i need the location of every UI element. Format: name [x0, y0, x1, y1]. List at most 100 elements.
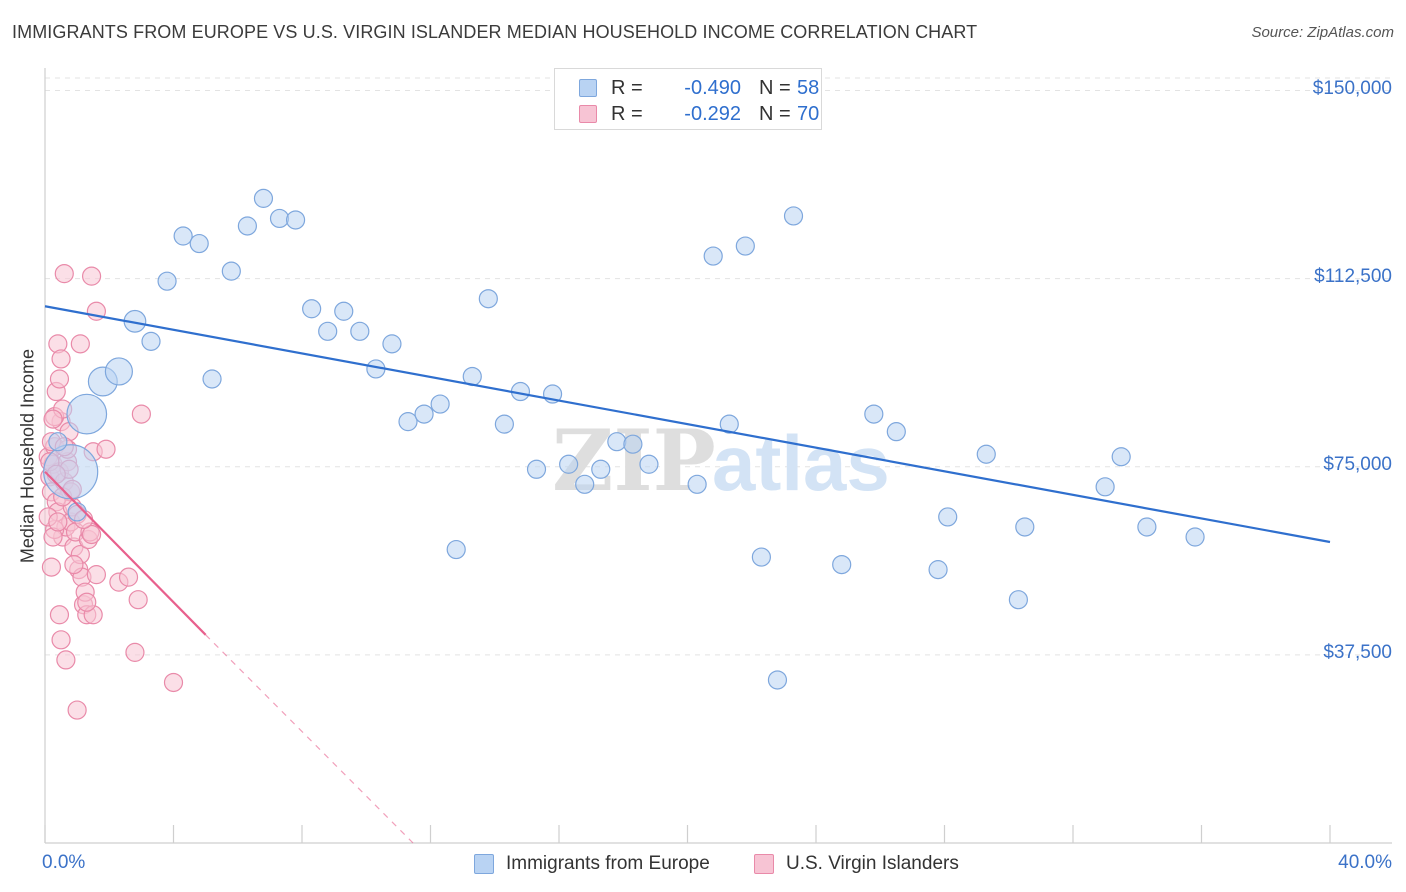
data-point-europe: [237, 216, 257, 236]
data-point-virgin-islanders: [51, 630, 71, 650]
data-point-virgin-islanders: [70, 334, 90, 354]
data-point-europe: [302, 299, 322, 319]
data-point-europe: [1185, 527, 1205, 547]
data-point-europe: [575, 474, 595, 494]
data-point-europe: [623, 434, 643, 454]
n-label: N =: [759, 77, 791, 99]
data-point-europe: [350, 321, 370, 341]
data-point-virgin-islanders: [49, 605, 70, 625]
data-point-virgin-islanders: [51, 349, 71, 369]
data-point-virgin-islanders: [56, 650, 76, 670]
y-axis-label: Median Household Income: [17, 348, 38, 564]
x-tick-label-min: 0.0%: [42, 852, 86, 873]
data-point-europe: [591, 459, 611, 479]
data-point-virgin-islanders: [77, 592, 97, 612]
data-point-virgin-islanders: [131, 404, 151, 424]
watermark-atlas: atlas: [712, 419, 890, 507]
data-point-virgin-islanders: [128, 590, 148, 610]
data-point-europe: [864, 404, 884, 424]
trend-line-europe: [44, 305, 1331, 544]
x-tick-label-max: 40.0%: [1338, 852, 1392, 873]
data-point-europe: [398, 412, 418, 432]
r-value: -0.292: [684, 103, 741, 125]
data-point-europe: [938, 507, 958, 527]
r-label: R =: [611, 103, 643, 125]
y-tick-label: $37,500: [1323, 641, 1392, 663]
data-point-europe: [526, 459, 547, 479]
data-point-europe: [446, 539, 466, 560]
trend-extension-virgin-islanders: [205, 634, 414, 844]
data-point-europe: [382, 334, 402, 354]
data-point-europe: [832, 554, 852, 575]
data-point-europe: [1111, 447, 1131, 467]
gridlines: [45, 77, 1392, 656]
legend-swatch-europe: [474, 854, 494, 874]
series-legend: Immigrants from Europe U.S. Virgin Islan…: [0, 852, 1406, 878]
data-point-europe: [719, 414, 739, 434]
data-point-virgin-islanders: [81, 524, 102, 545]
data-point-virgin-islanders: [125, 642, 145, 662]
data-point-virgin-islanders: [49, 369, 70, 389]
data-point-virgin-islanders: [163, 672, 184, 693]
data-point-virgin-islanders: [81, 266, 102, 286]
data-point-europe: [318, 321, 338, 341]
data-point-europe: [735, 236, 755, 256]
data-point-europe: [783, 206, 804, 226]
data-point-europe: [494, 414, 514, 434]
legend-label-virgin-islanders: U.S. Virgin Islanders: [786, 853, 959, 874]
data-point-europe: [253, 188, 274, 208]
legend-swatch-europe: [579, 79, 597, 97]
chart-title: IMMIGRANTS FROM EUROPE VS U.S. VIRGIN IS…: [12, 22, 978, 42]
data-point-virgin-islanders: [43, 409, 63, 429]
legend-swatch-virgin-islanders: [579, 105, 597, 123]
data-point-europe: [269, 208, 290, 229]
data-point-europe: [639, 454, 659, 474]
n-value: 70: [797, 103, 820, 125]
y-tick-label: $75,000: [1323, 453, 1392, 475]
data-point-europe: [104, 357, 133, 386]
data-point-europe: [1137, 517, 1157, 537]
n-value: 58: [797, 77, 820, 99]
data-point-virgin-islanders: [118, 567, 139, 587]
data-point-europe: [43, 444, 99, 500]
data-point-europe: [751, 547, 771, 567]
data-point-europe: [221, 261, 241, 281]
data-point-europe: [1008, 590, 1028, 610]
data-point-europe: [607, 432, 627, 452]
data-point-europe: [141, 331, 161, 351]
data-point-europe: [1095, 477, 1115, 497]
data-point-europe: [767, 670, 788, 690]
data-point-virgin-islanders: [54, 264, 74, 284]
n-label: N =: [759, 103, 791, 125]
data-point-europe: [189, 233, 209, 254]
legend-swatch-virgin-islanders: [754, 854, 774, 874]
data-point-europe: [334, 301, 354, 321]
stats-legend: R = -0.490 N = 58 R = -0.292 N = 70: [554, 68, 822, 130]
series-europe: [43, 188, 1205, 690]
data-point-europe: [687, 474, 707, 494]
source-label: Source: ZipAtlas.com: [1251, 24, 1394, 41]
legend-label-europe: Immigrants from Europe: [506, 853, 710, 874]
data-point-europe: [414, 404, 434, 424]
y-tick-label: $112,500: [1314, 265, 1392, 287]
data-point-virgin-islanders: [67, 700, 87, 720]
y-tick-label: $150,000: [1312, 77, 1392, 99]
trend-line-virgin-islanders: [44, 471, 207, 636]
trend-lines: [44, 305, 1331, 844]
data-point-europe: [48, 432, 68, 452]
data-point-europe: [1015, 517, 1035, 537]
data-point-europe: [285, 210, 306, 230]
data-point-europe: [703, 246, 723, 266]
data-point-europe: [430, 394, 450, 414]
data-point-europe: [886, 422, 906, 442]
data-point-virgin-islanders: [48, 512, 68, 532]
data-point-europe: [976, 444, 996, 464]
data-point-europe: [157, 271, 177, 291]
data-point-virgin-islanders: [96, 439, 116, 459]
data-point-virgin-islanders: [86, 565, 107, 585]
data-point-virgin-islanders: [64, 554, 84, 575]
data-point-europe: [66, 393, 108, 435]
watermark-zip: ZIP: [552, 411, 716, 510]
data-point-europe: [173, 226, 193, 246]
